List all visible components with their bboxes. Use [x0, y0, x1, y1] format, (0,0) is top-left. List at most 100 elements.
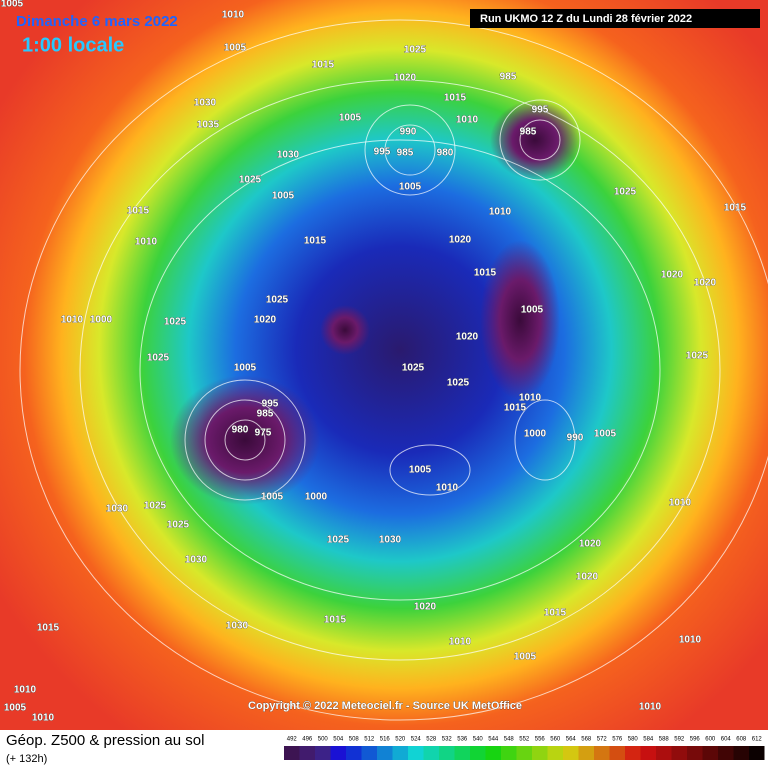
isobar-label: 995 [374, 147, 391, 158]
scale-swatch [315, 746, 331, 760]
isobar-label: 1005 [514, 652, 537, 663]
scale-swatch [423, 746, 439, 760]
isobar-label: 1005 [521, 305, 544, 316]
color-scale: 492 496 500 504 508 512 516 520 524 528 532 536 540 5… [284, 737, 765, 760]
low-area [320, 305, 370, 355]
isobar-label: 1025 [614, 187, 637, 198]
isobar-label: 1005 [1, 0, 24, 10]
scale-swatch [516, 746, 532, 760]
scale-swatch [532, 746, 548, 760]
scale-swatch [702, 746, 718, 760]
isobar-label: 1020 [254, 315, 277, 326]
scale-swatch [346, 746, 362, 760]
isobar-label: 1025 [686, 351, 709, 362]
isobar-label: 985 [520, 127, 537, 138]
isobar-label: 1020 [449, 235, 472, 246]
footer-lead: (+ 132h) [6, 753, 47, 765]
isobar-label: 1010 [669, 498, 692, 509]
isobar-label: 1030 [194, 98, 217, 109]
isobar-label: 1025 [144, 501, 167, 512]
isobar-label: 1025 [402, 363, 425, 374]
isobar-labels: 1005 1010 1005 1025 1015 985 1020 1015 1030 995 10… [1, 0, 747, 724]
scale-label: 496 [302, 737, 313, 743]
isobar-label: 1025 [404, 45, 427, 56]
scale-label: 500 [318, 737, 329, 743]
scale-swatch [377, 746, 393, 760]
isobar-label: 1010 [32, 713, 55, 724]
scale-swatch [439, 746, 455, 760]
scale-label: 596 [690, 737, 701, 743]
scale-label: 508 [349, 737, 360, 743]
scale-swatch [470, 746, 486, 760]
scale-label: 548 [504, 737, 515, 743]
scale-swatch [749, 746, 765, 760]
isobar-label: 1030 [185, 555, 208, 566]
isobar-label: 1005 [409, 465, 432, 476]
isobar-label: 1030 [379, 535, 402, 546]
isobar-label: 1010 [489, 207, 512, 218]
background [0, 0, 768, 730]
isobar-label: 985 [397, 148, 414, 159]
isobar-label: 1020 [579, 539, 602, 550]
scale-label: 536 [457, 737, 468, 743]
isobar-label: 995 [262, 399, 279, 410]
isobar-label: 975 [255, 428, 272, 439]
isobar-label: 1015 [544, 608, 567, 619]
scale-label: 584 [643, 737, 654, 743]
isobar-label: 1000 [305, 492, 328, 503]
scale-label: 492 [287, 737, 298, 743]
scale-label: 592 [674, 737, 685, 743]
isobar-label: 1005 [224, 43, 247, 54]
scale-swatch [609, 746, 625, 760]
scale-swatch [733, 746, 749, 760]
isobar-label: 1015 [37, 623, 60, 634]
scale-label: 516 [380, 737, 391, 743]
scale-label: 604 [721, 737, 732, 743]
isobar-label: 1005 [399, 182, 422, 193]
isobar-label: 1015 [724, 203, 747, 214]
scale-swatch [594, 746, 610, 760]
scale-swatch [501, 746, 517, 760]
scale-label: 552 [519, 737, 530, 743]
scale-label: 556 [535, 737, 546, 743]
isobar-label: 1010 [222, 10, 245, 21]
isobar-label: 1005 [261, 492, 284, 503]
isobar-label: 1025 [447, 378, 470, 389]
scale-swatch [361, 746, 377, 760]
scale-label: 512 [364, 737, 375, 743]
scale-label: 524 [411, 737, 422, 743]
isobar-label: 1005 [594, 429, 617, 440]
isobar-label: 1030 [277, 150, 300, 161]
scale-swatch [330, 746, 346, 760]
isobar-label: 1005 [234, 363, 257, 374]
scale-label: 612 [752, 737, 763, 743]
isobar-label: 1005 [4, 703, 27, 714]
scale-label: 540 [473, 737, 484, 743]
scale-swatch [299, 746, 315, 760]
isobar-label: 980 [437, 148, 454, 159]
scale-label: 608 [736, 737, 747, 743]
scale-label: 564 [566, 737, 577, 743]
isobar-label: 1035 [197, 120, 220, 131]
isobar-label: 1025 [239, 175, 262, 186]
scale-swatch [640, 746, 656, 760]
isobar-label: 1015 [312, 60, 335, 71]
isobar-label: 1010 [14, 685, 37, 696]
low-area [490, 100, 580, 180]
isobar-label: 1020 [456, 332, 479, 343]
scale-swatch [563, 746, 579, 760]
isobar-label: 985 [257, 409, 274, 420]
isobar-label: 985 [500, 72, 517, 83]
isobar-label: 1000 [90, 315, 113, 326]
isobar-label: 1010 [61, 315, 84, 326]
isobar-label: 1020 [661, 270, 684, 281]
isobar-label: 1015 [324, 615, 347, 626]
scale-label: 576 [612, 737, 623, 743]
isobar-label: 1030 [106, 504, 129, 515]
low-area [170, 375, 320, 505]
scale-label: 580 [628, 737, 639, 743]
isobars [19, 19, 768, 721]
isobar-label: 1020 [576, 572, 599, 583]
run-box [470, 9, 760, 28]
